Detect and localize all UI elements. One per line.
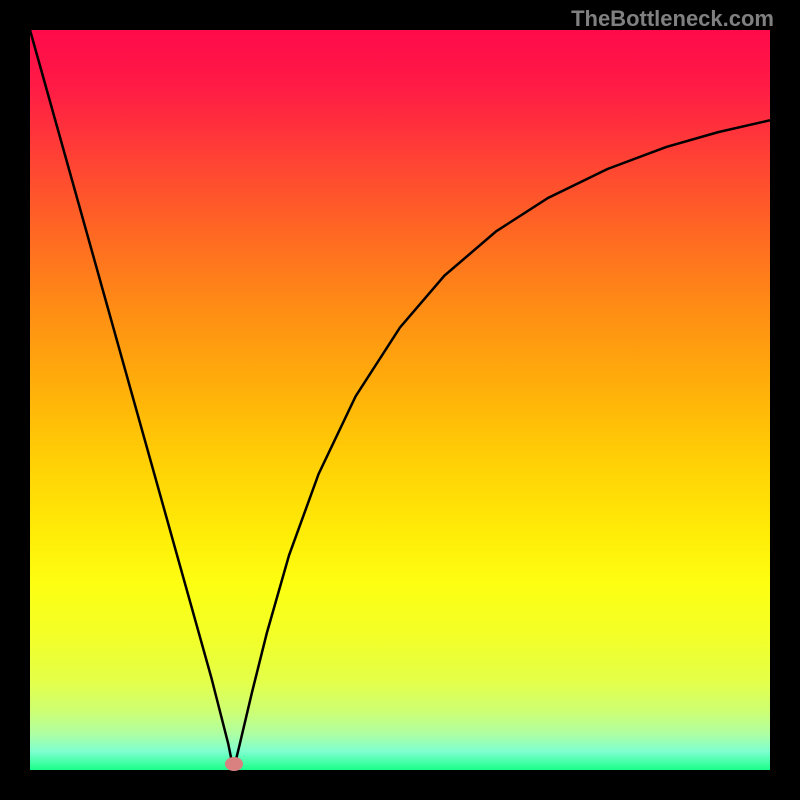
chart-container: TheBottleneck.com bbox=[0, 0, 800, 800]
watermark-text: TheBottleneck.com bbox=[571, 6, 774, 32]
bottleneck-curve bbox=[0, 0, 800, 800]
valley-marker bbox=[225, 757, 243, 771]
curve-path bbox=[30, 30, 770, 770]
watermark-label: TheBottleneck.com bbox=[571, 6, 774, 31]
